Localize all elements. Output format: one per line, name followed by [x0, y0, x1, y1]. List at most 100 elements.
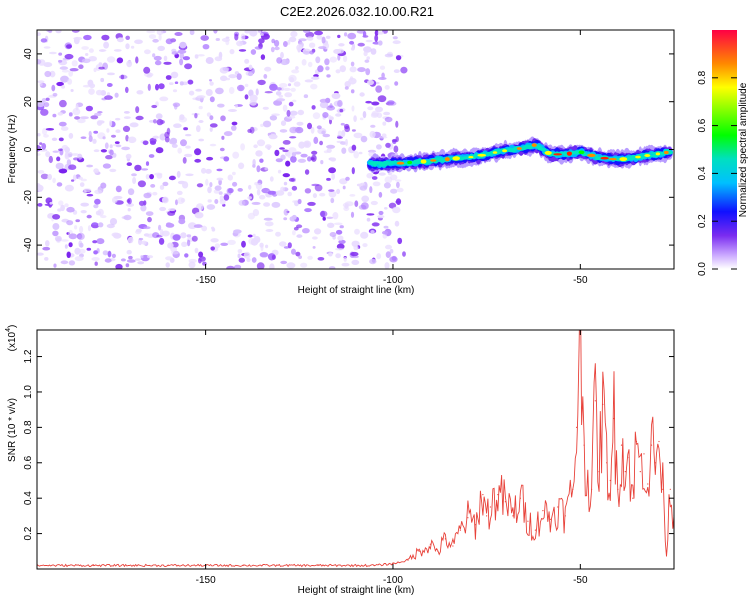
noise-speckle	[94, 261, 98, 266]
noise-speckle	[40, 38, 48, 43]
noise-speckle	[126, 162, 132, 167]
noise-speckle	[378, 40, 383, 46]
noise-speckle	[66, 220, 74, 226]
noise-speckle	[101, 34, 110, 41]
noise-speckle	[253, 144, 258, 149]
noise-speckle	[77, 235, 83, 239]
noise-speckle	[220, 242, 229, 246]
y-tick-label: 0.8	[23, 420, 34, 434]
colorbar-gradient	[712, 30, 737, 269]
noise-speckle	[227, 239, 236, 245]
noise-speckle	[126, 203, 135, 207]
noise-speckle	[351, 129, 356, 132]
snr-data-point	[643, 453, 645, 455]
noise-speckle	[58, 137, 64, 142]
signal-peak	[492, 151, 498, 154]
noise-speckle	[37, 252, 44, 256]
noise-speckle	[167, 242, 174, 249]
noise-speckle	[256, 165, 261, 173]
noise-speckle	[396, 181, 400, 189]
noise-speckle	[177, 197, 185, 205]
noise-speckle	[182, 56, 190, 61]
snr-data-point	[606, 462, 608, 464]
noise-speckle	[138, 200, 145, 206]
noise-speckle	[328, 189, 335, 192]
noise-speckle	[125, 263, 130, 268]
noise-speckle	[285, 160, 291, 167]
noise-speckle	[123, 116, 131, 119]
noise-speckle	[173, 123, 182, 128]
noise-speckle	[59, 99, 67, 108]
noise-speckle	[278, 94, 283, 98]
noise-speckle	[367, 79, 374, 86]
noise-speckle	[60, 260, 69, 265]
noise-speckle	[392, 36, 398, 40]
noise-speckle	[241, 240, 246, 248]
noise-speckle	[115, 185, 122, 193]
noise-speckle	[369, 258, 377, 265]
noise-speckle	[168, 175, 176, 181]
colorbar-tick-label: 0.8	[697, 70, 708, 84]
noise-speckle	[146, 74, 153, 78]
noise-speckle	[353, 115, 357, 122]
noise-speckle	[275, 91, 282, 96]
noise-speckle	[252, 233, 256, 238]
noise-speckle	[37, 184, 44, 192]
noise-speckle	[280, 260, 288, 265]
noise-speckle	[353, 151, 360, 159]
noise-speckle	[291, 185, 298, 191]
noise-speckle	[255, 182, 263, 190]
noise-speckle	[248, 184, 252, 190]
noise-speckle	[143, 226, 151, 230]
noise-speckle	[207, 199, 212, 203]
noise-speckle	[258, 38, 265, 44]
noise-speckle	[267, 190, 277, 195]
noise-speckle	[350, 89, 355, 94]
svg-text:(x104): (x104)	[5, 325, 18, 352]
noise-speckle	[134, 258, 141, 261]
noise-speckle	[310, 157, 315, 161]
noise-speckle	[92, 240, 98, 244]
noise-speckle	[51, 84, 56, 92]
noise-speckle	[68, 233, 78, 240]
noise-speckle	[205, 178, 209, 186]
noise-speckle	[169, 137, 178, 144]
noise-speckle	[385, 251, 391, 258]
noise-speckle	[125, 153, 132, 159]
noise-speckle	[88, 135, 93, 143]
noise-speckle	[205, 57, 214, 64]
noise-speckle	[138, 237, 144, 241]
noise-speckle	[324, 58, 330, 66]
noise-speckle	[350, 47, 355, 51]
noise-speckle	[339, 108, 344, 113]
noise-speckle	[45, 128, 55, 131]
snr-data-point	[602, 403, 604, 405]
noise-speckle	[52, 223, 60, 230]
noise-speckle	[353, 245, 359, 251]
snr-data-point	[497, 494, 499, 496]
noise-speckle	[300, 153, 308, 158]
noise-speckle	[219, 199, 226, 205]
noise-speckle	[54, 235, 62, 242]
noise-speckle	[79, 116, 89, 120]
noise-speckle	[215, 38, 220, 41]
noise-speckle	[279, 129, 288, 133]
noise-speckle	[304, 208, 312, 213]
noise-speckle	[243, 251, 251, 259]
noise-speckle	[345, 138, 348, 147]
noise-speckle	[79, 182, 85, 188]
noise-speckle	[61, 69, 70, 73]
noise-speckle	[264, 66, 272, 72]
noise-speckle	[94, 198, 101, 205]
noise-speckle	[150, 184, 156, 188]
noise-speckle	[371, 101, 380, 106]
noise-speckle	[227, 174, 233, 181]
noise-speckle	[255, 150, 263, 157]
noise-speckle	[56, 81, 64, 87]
noise-speckle	[280, 51, 284, 59]
noise-speckle	[165, 38, 173, 45]
noise-speckle	[116, 37, 124, 43]
noise-speckle	[238, 162, 245, 170]
noise-speckle	[148, 154, 155, 158]
noise-speckle	[362, 243, 368, 248]
